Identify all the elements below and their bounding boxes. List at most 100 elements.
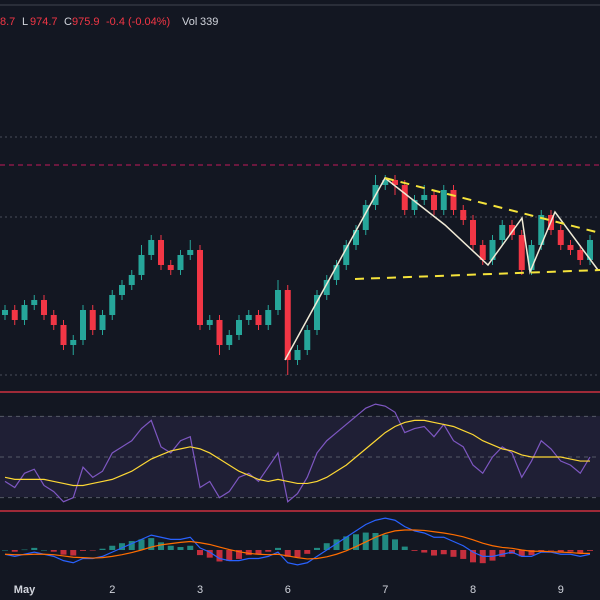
candle-body	[509, 225, 515, 235]
candle-body	[392, 180, 398, 185]
histogram-bar	[158, 542, 164, 550]
candle-body	[206, 320, 213, 325]
candle-body	[460, 210, 467, 220]
candle-body	[489, 240, 496, 260]
x-axis	[0, 582, 600, 600]
candle-body	[362, 205, 369, 230]
histogram-bar	[148, 538, 155, 550]
histogram-bar	[470, 550, 476, 563]
header-value: -0.4 (-0.04%)	[106, 16, 170, 28]
histogram-bar	[50, 550, 57, 552]
histogram-bar	[41, 550, 47, 551]
pattern-drawing	[284, 176, 599, 361]
histogram-bar	[499, 550, 506, 557]
header-value: 974.7	[30, 16, 58, 28]
histogram-bar	[528, 550, 535, 556]
histogram-bar	[197, 550, 203, 556]
candle-body	[11, 310, 18, 320]
histogram-bar	[294, 550, 301, 558]
candle-body	[333, 265, 340, 280]
histogram-bar	[431, 550, 437, 556]
candle-body	[41, 300, 47, 315]
histogram-bar	[323, 543, 330, 550]
histogram-bar	[80, 550, 86, 551]
histogram-bar	[284, 550, 291, 557]
histogram-bar	[60, 550, 67, 555]
x-tick-label: 3	[197, 584, 203, 596]
candle-body	[450, 190, 457, 210]
x-tick-label: 7	[382, 584, 388, 596]
histogram-bar	[21, 549, 28, 551]
histogram-bar	[587, 550, 593, 551]
candle-body	[109, 295, 116, 315]
candle-body	[499, 225, 506, 240]
candle-body	[284, 290, 291, 360]
x-tick-label: May	[14, 584, 36, 596]
marks	[0, 136, 600, 566]
candle-body	[314, 295, 320, 330]
histogram-bar	[216, 550, 223, 562]
histogram-bar	[518, 550, 525, 557]
candle-body	[236, 320, 242, 335]
candle-body	[99, 315, 106, 330]
candle-body	[479, 245, 486, 260]
histogram-bar	[304, 550, 311, 554]
candle-body	[343, 245, 350, 265]
candle-body	[128, 275, 135, 285]
histogram-bar	[119, 543, 125, 550]
histogram-bar	[2, 550, 8, 551]
histogram-bar	[392, 539, 398, 550]
candle-body	[518, 235, 525, 270]
candle-body	[119, 285, 125, 295]
histogram-bar	[421, 550, 428, 553]
histogram-bar	[411, 550, 418, 551]
candle-body	[138, 255, 145, 275]
candle-body	[50, 315, 57, 325]
candle-body	[323, 280, 330, 295]
histogram-bar	[187, 545, 194, 550]
histogram-bar	[275, 547, 281, 550]
histogram-bar	[128, 541, 135, 550]
candle-body	[148, 240, 155, 255]
histogram-bar	[538, 550, 545, 551]
header-label: L	[22, 16, 28, 28]
histogram-bar	[265, 550, 272, 552]
histogram-bar	[245, 550, 252, 556]
histogram-bar	[109, 545, 116, 550]
x-tick-label: 6	[285, 584, 291, 596]
candle-body	[60, 325, 67, 345]
candle-body	[275, 290, 281, 310]
x-tick-label: 8	[470, 584, 476, 596]
candle-body	[538, 215, 545, 245]
histogram-bar	[138, 539, 145, 550]
histogram-bar	[567, 550, 574, 552]
candle-body	[167, 265, 174, 270]
histogram-bar	[206, 550, 213, 558]
candle-body	[294, 350, 301, 360]
candle-body	[304, 330, 311, 350]
candle-body	[216, 320, 223, 345]
trend-line	[384, 177, 600, 234]
header-label: Vol	[182, 16, 197, 28]
x-tick-label: 2	[109, 584, 115, 596]
candle-body	[31, 300, 38, 305]
histogram-bar	[11, 550, 18, 552]
rsi-line	[4, 419, 590, 487]
histogram-bar	[450, 550, 457, 557]
candle-body	[177, 255, 184, 270]
header-value: 975.9	[72, 16, 100, 28]
histogram-bar	[372, 533, 379, 550]
candle-body	[421, 195, 428, 200]
histogram-bar	[333, 539, 340, 550]
candle-body	[158, 240, 164, 265]
candle-body	[577, 250, 584, 260]
histogram-bar	[557, 550, 564, 553]
candle-body	[265, 310, 272, 325]
candle-body	[528, 245, 535, 270]
header-label: C	[64, 16, 72, 28]
histogram-bar	[255, 550, 262, 555]
histogram-bar	[89, 550, 96, 551]
trend-line	[354, 269, 600, 280]
